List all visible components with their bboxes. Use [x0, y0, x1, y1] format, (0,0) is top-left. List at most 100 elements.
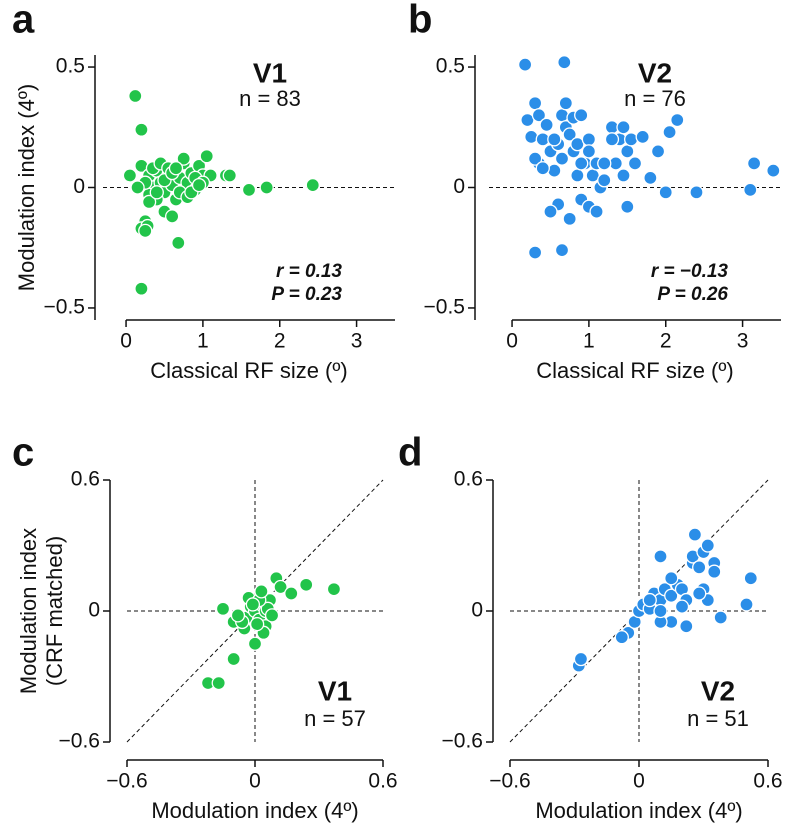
- point: [573, 651, 589, 667]
- point: [554, 151, 570, 166]
- point: [562, 127, 577, 142]
- point: [191, 177, 207, 193]
- point: [554, 108, 570, 123]
- point: [168, 161, 184, 176]
- subtitle: n = 51: [687, 706, 749, 731]
- x-tick-label: 1: [583, 330, 595, 353]
- point: [558, 96, 573, 111]
- point: [743, 571, 758, 586]
- point: [658, 185, 673, 200]
- point: [746, 156, 762, 171]
- point: [259, 180, 274, 195]
- point: [679, 619, 694, 634]
- point: [662, 124, 677, 140]
- y-tick-label: 0.6: [71, 468, 100, 491]
- point: [692, 560, 707, 575]
- x-tick-label: 0: [249, 770, 261, 793]
- point: [743, 182, 758, 198]
- x-tick-label: 0: [633, 770, 645, 793]
- point: [650, 144, 666, 159]
- subtitle: n = 83: [239, 86, 301, 111]
- point: [273, 579, 288, 595]
- point: [554, 242, 570, 258]
- y-tick-label: 0.5: [436, 55, 465, 78]
- point: [616, 120, 631, 135]
- point: [664, 571, 679, 586]
- point: [138, 223, 153, 239]
- x-axis-label: Modulation index (4º): [151, 798, 358, 823]
- point: [284, 586, 299, 601]
- point: [199, 149, 214, 164]
- point: [215, 601, 231, 616]
- point: [589, 204, 604, 219]
- x-tick-label: 0: [506, 330, 518, 353]
- x-tick-label: 2: [274, 330, 286, 353]
- point: [241, 182, 257, 198]
- point: [249, 616, 265, 632]
- point: [674, 599, 690, 614]
- y-axis-label: Modulation index (4º): [14, 84, 39, 291]
- point: [130, 180, 145, 195]
- y-tick-label: 0: [88, 599, 100, 622]
- point: [230, 608, 246, 623]
- point: [128, 88, 143, 104]
- point: [226, 651, 241, 667]
- subtitle: n = 57: [304, 706, 366, 731]
- point: [562, 211, 577, 226]
- x-tick-label: 0.6: [368, 770, 397, 793]
- x-axis-label: Classical RF size (º): [150, 358, 348, 383]
- point: [620, 199, 635, 214]
- point: [557, 55, 572, 70]
- x-tick-label: 2: [660, 330, 672, 353]
- point: [527, 96, 543, 111]
- panel-label: a: [12, 0, 35, 42]
- point: [535, 161, 550, 176]
- point: [134, 281, 149, 296]
- point: [299, 577, 314, 592]
- point: [531, 108, 547, 123]
- point: [543, 204, 558, 219]
- point: [245, 597, 261, 612]
- point: [547, 132, 562, 147]
- point: [643, 170, 658, 186]
- y-tick-label: −0.5: [44, 296, 85, 319]
- point: [670, 112, 685, 128]
- point: [176, 151, 191, 166]
- point: [653, 549, 668, 564]
- point: [574, 108, 589, 123]
- point: [604, 132, 620, 147]
- point: [254, 584, 269, 599]
- y-tick-label: −0.6: [59, 730, 100, 753]
- panel-label: b: [408, 0, 432, 42]
- title: V1: [253, 57, 287, 88]
- point: [122, 168, 138, 183]
- x-tick-label: 1: [197, 330, 209, 353]
- x-axis-label: Classical RF size (º): [536, 358, 734, 383]
- point: [247, 636, 263, 651]
- title: V1: [318, 675, 352, 706]
- point: [597, 173, 612, 188]
- y-tick-label: −0.5: [424, 296, 465, 319]
- point: [642, 592, 657, 608]
- point: [614, 630, 629, 645]
- x-tick-label: 0.6: [753, 770, 782, 793]
- point: [581, 132, 597, 147]
- point: [597, 156, 612, 171]
- x-tick-label: 3: [737, 330, 749, 353]
- point: [627, 156, 643, 171]
- point: [547, 163, 562, 178]
- annotation: r = −0.13: [651, 261, 729, 282]
- point: [326, 582, 342, 597]
- point: [524, 129, 539, 145]
- point: [527, 151, 543, 166]
- x-tick-label: 3: [351, 330, 363, 353]
- x-tick-label: 0: [120, 330, 132, 353]
- point: [624, 132, 639, 147]
- panel-label: c: [12, 431, 34, 475]
- point: [517, 57, 533, 72]
- annotation: P = 0.26: [657, 284, 728, 305]
- y-axis-label: (CRF matched): [42, 536, 67, 686]
- point: [581, 144, 597, 159]
- point: [570, 168, 585, 183]
